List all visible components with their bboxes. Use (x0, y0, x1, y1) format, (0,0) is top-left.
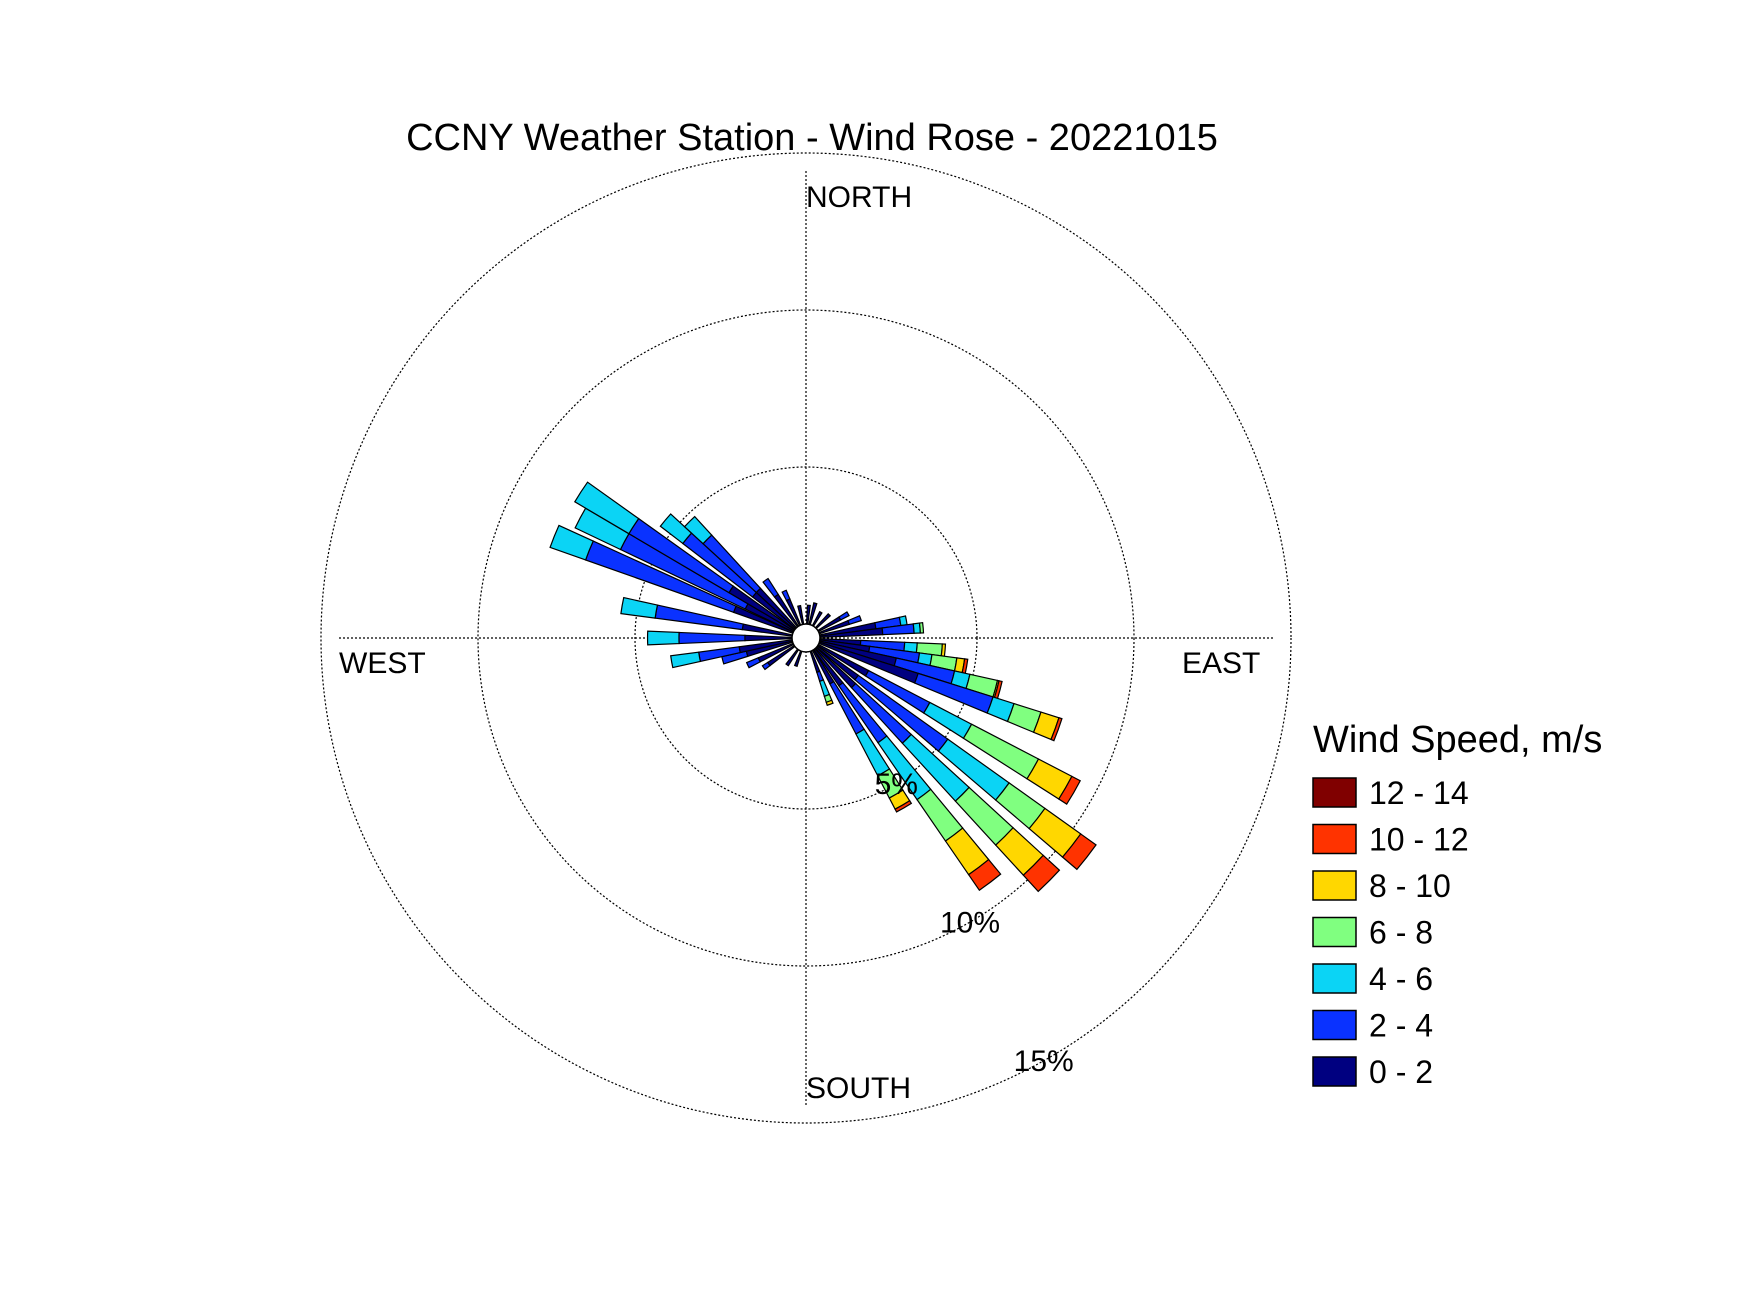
wedge-143-bin-5 (967, 858, 1002, 892)
wedge-335-bin-1 (781, 589, 791, 602)
wedge-160-bin-4 (825, 699, 834, 707)
legend-swatch-5 (1312, 1009, 1357, 1041)
wedge-270-bin-1 (678, 631, 746, 645)
wedge-325-bin-1 (762, 577, 780, 598)
wedge-270-bin-0 (744, 634, 793, 642)
wedge-70-bin-1 (847, 615, 863, 626)
chart-title: CCNY Weather Station - Wind Rose - 20221… (406, 117, 1218, 159)
legend-label-6: 0 - 2 (1369, 1054, 1433, 1090)
direction-label-north: NORTH (806, 181, 912, 214)
wedge-120-bin-5 (1057, 775, 1082, 805)
calm-center-circle (791, 623, 821, 653)
grid-ring-3 (320, 152, 1292, 1124)
wedge-110-bin-5 (1050, 716, 1063, 742)
legend-title: Wind Speed, m/s (1313, 719, 1602, 761)
legend-swatch-2 (1312, 870, 1357, 901)
wedge-150-bin-5 (894, 799, 913, 813)
wedge-60-bin-1 (838, 611, 850, 621)
legend-label-2: 8 - 10 (1369, 868, 1451, 904)
wedge-135-bin-5 (1022, 854, 1061, 893)
wedge-315-bin-2 (683, 515, 713, 545)
polar-grid (320, 152, 1292, 1124)
wedge-245-bin-1 (745, 656, 761, 669)
legend-label-1: 10 - 12 (1369, 822, 1469, 858)
radial-tick-labels: 5% 10% 15% (875, 768, 1074, 1078)
legend-label-5: 2 - 4 (1369, 1008, 1433, 1044)
wedge-310-bin-2 (659, 513, 693, 545)
legend-swatch-3 (1312, 916, 1357, 948)
wind-sectors (549, 481, 1097, 893)
wedge-292-bin-2 (549, 524, 595, 561)
radial-tick-label-3: 15% (1014, 1045, 1074, 1078)
wedge-280-bin-2 (620, 596, 659, 619)
wedge-303-bin-2 (573, 481, 640, 535)
legend-label-0: 12 - 14 (1369, 775, 1469, 811)
legend-label-3: 6 - 8 (1369, 915, 1433, 951)
wedge-260-bin-2 (670, 651, 702, 669)
wedge-85-bin-3 (918, 621, 925, 634)
legend-swatch-0 (1312, 777, 1357, 808)
wedge-270-bin-2 (646, 630, 680, 646)
direction-label-west: WEST (339, 647, 426, 680)
legend: Wind Speed, m/s 12 - 14 10 - 12 8 - 10 6 - … (1312, 719, 1602, 1090)
radial-tick-label-1: 5% (875, 768, 918, 801)
direction-label-east: EAST (1182, 647, 1260, 680)
grid-ring-2 (477, 309, 1135, 967)
wedge-128-bin-5 (1061, 833, 1097, 871)
wedge-235-bin-1 (761, 661, 771, 671)
legend-swatch-1 (1312, 823, 1357, 855)
wedge-95-bin-4 (940, 643, 947, 657)
legend-swatch-4 (1312, 963, 1357, 994)
wedge-160-bin-2 (818, 679, 831, 698)
legend-label-4: 4 - 6 (1369, 961, 1433, 997)
radial-tick-label-2: 10% (940, 907, 1000, 940)
wedge-80-bin-2 (898, 615, 908, 627)
direction-label-south: SOUTH (806, 1072, 911, 1105)
legend-swatch-6 (1312, 1056, 1357, 1087)
